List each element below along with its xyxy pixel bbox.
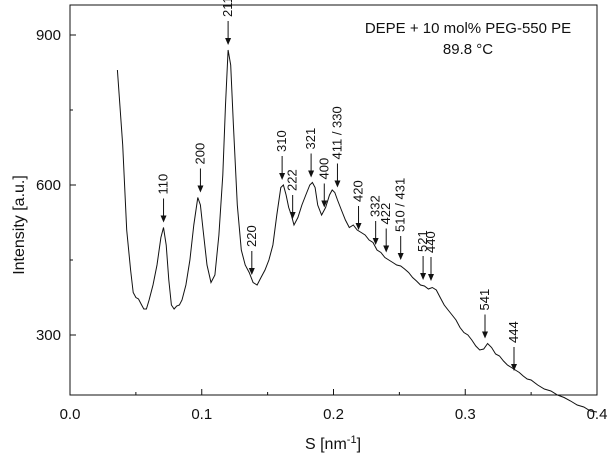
x-tick-label: 0.1	[191, 406, 212, 423]
peak-arrow-head	[355, 223, 362, 230]
peak-label: 110	[156, 174, 171, 195]
peak-label: 310	[274, 130, 289, 152]
y-tick-label: 300	[36, 327, 61, 344]
chart-title: DEPE + 10 mol% PEG-550 PE	[365, 20, 571, 37]
intensity-series-line	[116, 49, 598, 413]
peak-arrow-head	[372, 238, 379, 245]
peak-arrow-head	[321, 200, 328, 208]
y-axis-ticks: 300 600 900	[36, 27, 76, 344]
y-tick-label: 600	[36, 177, 61, 194]
x-axis-label: S [nm-1]	[305, 434, 361, 453]
peak-label: 510 / 431	[393, 178, 408, 232]
peak-arrow-head	[160, 215, 167, 223]
y-axis-label: Intensity [a.u.]	[11, 175, 28, 275]
peak-label: 211	[220, 0, 235, 17]
x-tick-label: 0.3	[455, 406, 476, 423]
peak-label: 444	[506, 321, 521, 343]
peak-label: 521	[415, 230, 430, 252]
peak-label: 321	[303, 128, 318, 150]
x-tick-label: 0.0	[60, 406, 81, 423]
peak-arrow-head	[289, 212, 296, 219]
peak-arrow-head	[197, 185, 204, 193]
peak-label: 422	[378, 203, 393, 225]
x-axis-ticks: 0.0 0.1 0.2 0.3 0.4	[60, 389, 608, 423]
peak-arrow-head	[383, 245, 390, 253]
peak-arrow-head	[397, 253, 404, 260]
peak-arrow-head	[225, 38, 232, 45]
peak-arrow-head	[248, 268, 255, 275]
peak-label: 400	[316, 158, 331, 180]
y-tick-label: 900	[36, 27, 61, 44]
peak-arrow-head	[308, 170, 315, 178]
peak-arrow-head	[420, 273, 427, 280]
x-axis-label-main: S [nm	[305, 436, 347, 453]
peak-label: 332	[368, 195, 383, 217]
x-axis-label-close: ]	[357, 436, 361, 453]
peak-arrow-head	[427, 274, 434, 281]
peak-label: 541	[477, 289, 492, 311]
peak-label: 440	[423, 231, 438, 253]
peak-arrow-head	[482, 331, 489, 339]
x-tick-label: 0.2	[323, 406, 344, 423]
peak-label: 420	[351, 180, 366, 202]
x-tick-label: 0.4	[587, 406, 608, 423]
peak-label: 200	[192, 143, 207, 165]
peak-label: 411 / 330	[329, 106, 344, 159]
peak-label: 222	[285, 169, 300, 191]
peak-arrow-head	[510, 364, 517, 371]
peak-label: 220	[244, 225, 259, 247]
chart-subtitle: 89.8 °C	[443, 41, 493, 58]
x-axis-label-exponent: -1	[347, 434, 357, 446]
peak-arrow-head	[279, 173, 286, 180]
peak-arrow-head	[334, 180, 341, 188]
